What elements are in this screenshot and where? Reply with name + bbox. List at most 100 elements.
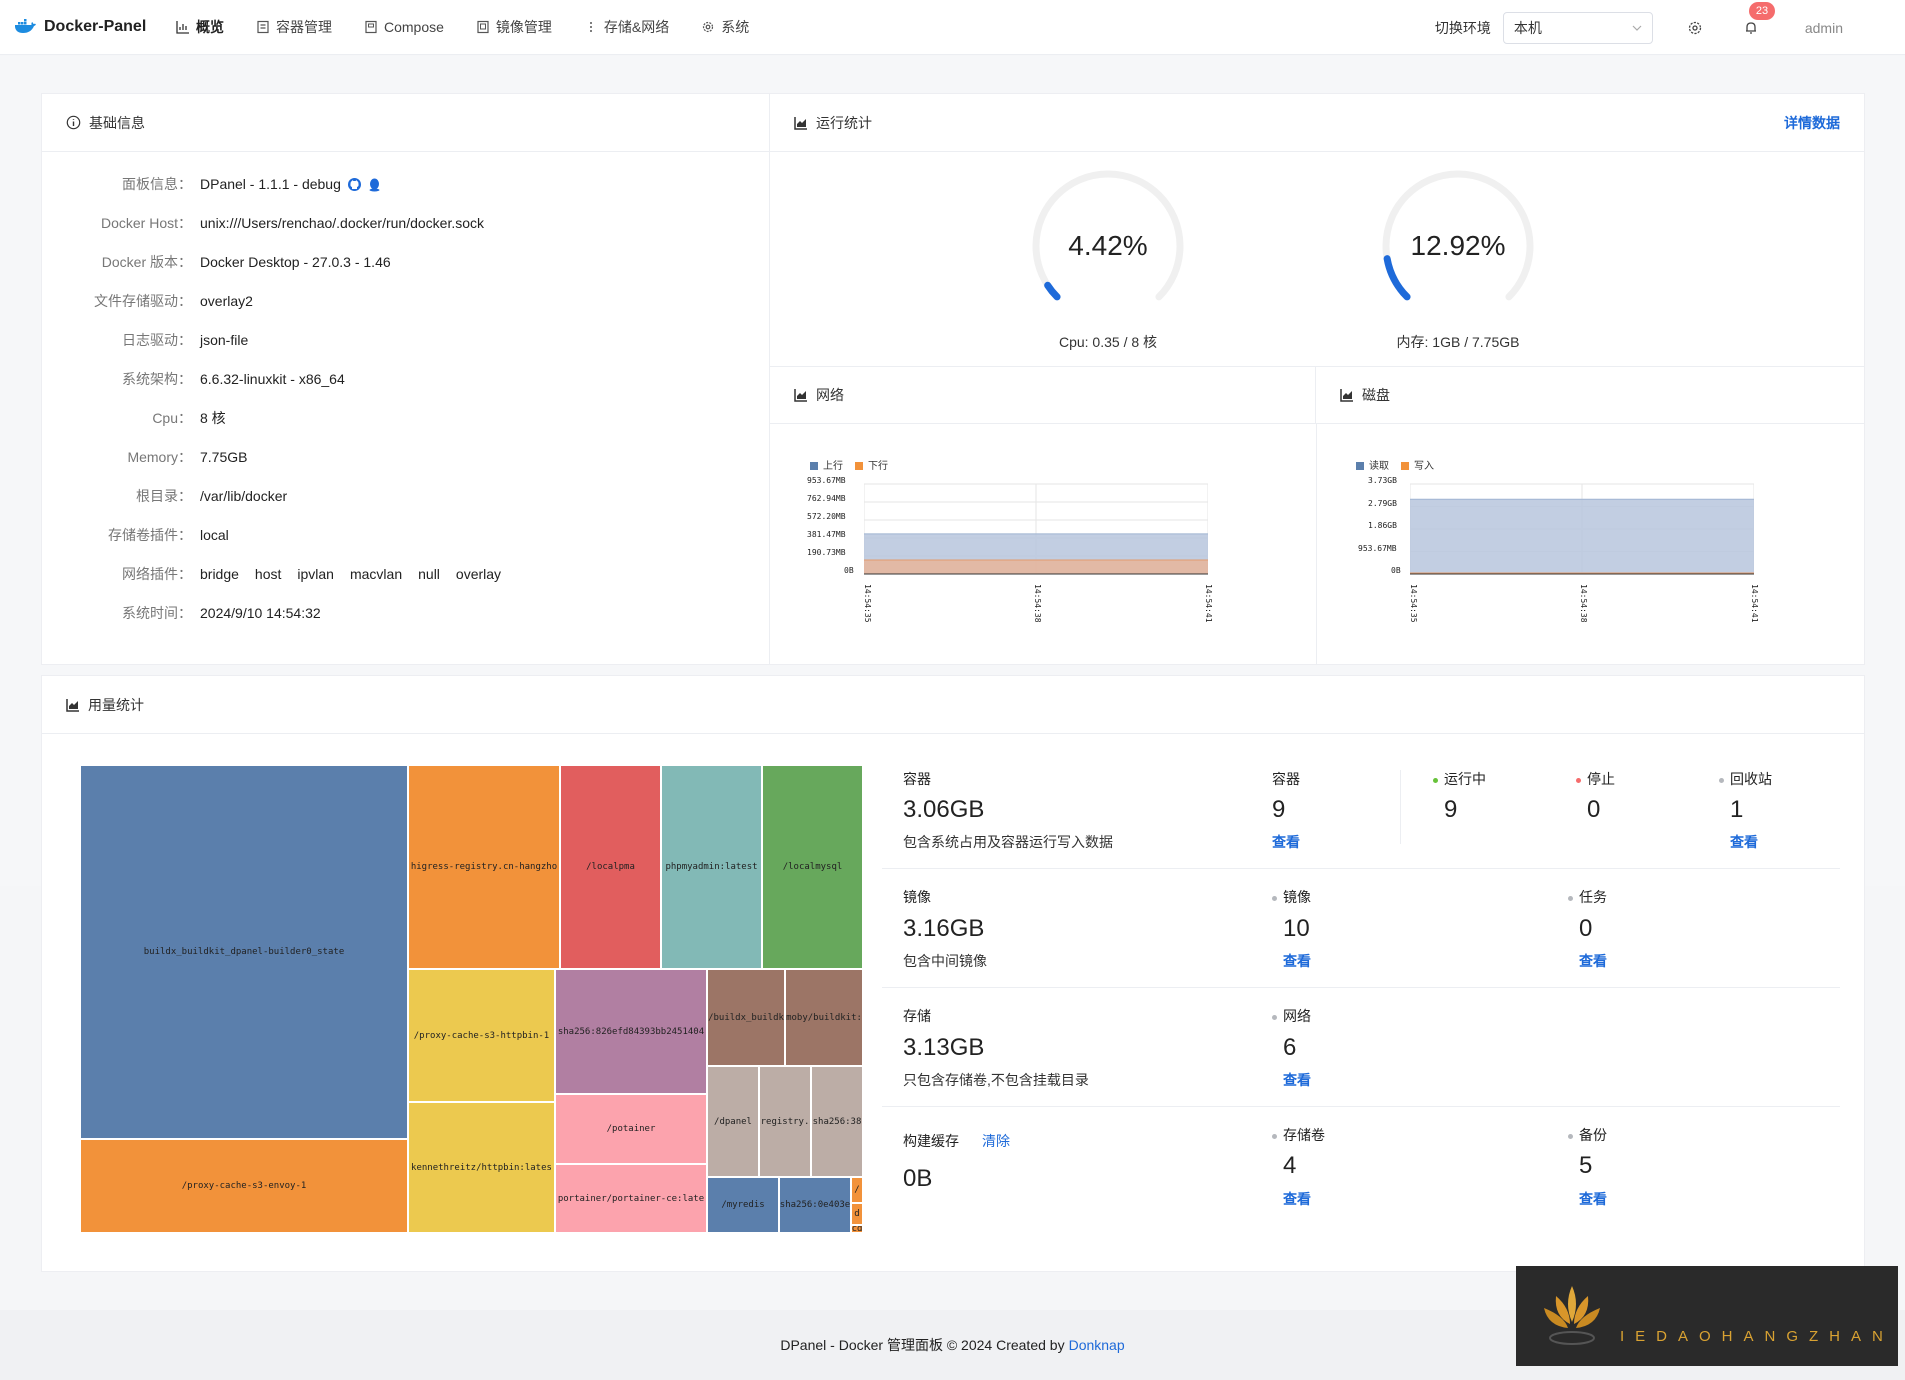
legend-label: 读取 bbox=[1369, 461, 1389, 472]
y-tick: 3.73GB bbox=[1368, 476, 1397, 485]
running-label: 运行中 bbox=[1433, 769, 1486, 789]
build-cache-label: 构建缓存 bbox=[903, 1133, 959, 1149]
chevron-down-icon bbox=[1632, 25, 1642, 31]
memory-caption: 内存: 1GB / 7.75GB bbox=[1396, 334, 1520, 350]
runtime-panel: 运行统计 详情数据 4.42% Cpu: 0.35 / 8 核 12.92% 内… bbox=[770, 94, 1864, 664]
treemap-cell[interactable]: higress-registry.cn-hangzho bbox=[408, 765, 560, 969]
env-select[interactable]: 本机 bbox=[1502, 11, 1653, 44]
x-tick: 14:54:41 bbox=[1750, 584, 1759, 623]
main-nav: 概览 容器管理 Compose 镜像管理 存储&网络 系统 bbox=[160, 0, 765, 55]
stopped-dot-icon bbox=[1576, 777, 1581, 783]
y-tick: 0B bbox=[1391, 566, 1401, 575]
treemap-cell-label: registry. bbox=[760, 1116, 810, 1127]
info-row-root-dir: 根目录： /var/lib/docker bbox=[42, 486, 287, 506]
storage-size-label: 存储 bbox=[903, 1008, 931, 1024]
treemap-cell[interactable]: moby/buildkit: bbox=[785, 969, 863, 1066]
treemap-cell[interactable]: sha256:0e403e bbox=[779, 1177, 851, 1233]
x-tick: 14:54:35 bbox=[863, 584, 872, 623]
backup-view-link[interactable]: 查看 bbox=[1579, 1191, 1607, 1207]
treemap-cell[interactable]: /potainer bbox=[555, 1094, 707, 1164]
network-count: 6 bbox=[1283, 1034, 1297, 1061]
user-menu[interactable]: admin bbox=[1804, 19, 1843, 36]
treemap-cell[interactable]: /myredis bbox=[707, 1177, 779, 1233]
brand[interactable]: Docker-Panel bbox=[0, 18, 160, 36]
treemap-cell-label: /localmysql bbox=[782, 862, 843, 872]
treemap-cell[interactable]: / bbox=[851, 1177, 863, 1203]
treemap-cell[interactable]: phpmyadmin:latest bbox=[661, 765, 762, 969]
treemap-cell[interactable]: kennethreitz/httpbin:lates bbox=[408, 1102, 555, 1233]
github-icon[interactable] bbox=[347, 177, 362, 192]
running-text: 运行中 bbox=[1444, 771, 1486, 787]
cpu-caption: Cpu: 0.35 / 8 核 bbox=[1058, 334, 1158, 350]
cpu-gauge bbox=[1032, 170, 1184, 301]
usage-treemap: buildx_buildkit_dpanel-builder0_state/pr… bbox=[80, 765, 863, 1233]
network-title: 网络 bbox=[816, 387, 844, 403]
volume-view-link[interactable]: 查看 bbox=[1283, 1191, 1311, 1207]
image-count: 10 bbox=[1283, 915, 1310, 942]
legend-swatch bbox=[810, 462, 818, 471]
info-value: unix:///Users/renchao/.docker/run/docker… bbox=[200, 215, 485, 231]
memory-gauge-track bbox=[1382, 170, 1534, 301]
nav-item-system[interactable]: 系统 bbox=[685, 0, 765, 55]
footer-author-link[interactable]: Donknap bbox=[1068, 1337, 1125, 1353]
treemap-cell[interactable]: sha256:826efd84393bb2451404 bbox=[555, 969, 707, 1094]
app-name: Docker-Panel bbox=[44, 18, 147, 35]
series-area bbox=[864, 560, 1208, 574]
network-plugin: bridge bbox=[200, 566, 239, 582]
treemap-cell[interactable]: /proxy-cache-s3-envoy-1 bbox=[80, 1139, 408, 1233]
image-view-link[interactable]: 查看 bbox=[1283, 953, 1311, 969]
treemap-cell[interactable]: /dpanel bbox=[707, 1066, 759, 1177]
qq-icon[interactable] bbox=[368, 177, 381, 192]
nav-item-images[interactable]: 镜像管理 bbox=[460, 0, 568, 55]
info-label: 存储卷插件： bbox=[108, 527, 192, 543]
chart-icon bbox=[66, 698, 79, 712]
volume-count-label: 存储卷 bbox=[1272, 1125, 1325, 1145]
cpu-percent: 4.42% bbox=[1068, 230, 1148, 261]
usage-title: 用量统计 bbox=[88, 696, 144, 713]
settings-button[interactable] bbox=[1681, 14, 1709, 42]
info-value: json-file bbox=[200, 332, 249, 348]
top-card: 基础信息 面板信息： DPanel - 1.1.1 - debug Docker… bbox=[41, 93, 1865, 665]
runtime-header: 运行统计 详情数据 bbox=[770, 94, 1864, 152]
network-plugin: null bbox=[418, 566, 440, 582]
treemap-cell[interactable]: /buildx_buildk bbox=[707, 969, 785, 1066]
divider bbox=[882, 868, 1840, 869]
detail-data-link[interactable]: 详情数据 bbox=[1784, 114, 1840, 131]
treemap-cell-label: /proxy-cache-s3-envoy-1 bbox=[181, 1181, 307, 1191]
treemap-cell[interactable]: /localmysql bbox=[762, 765, 863, 969]
image-size-desc: 包含中间镜像 bbox=[903, 953, 987, 969]
info-label: 系统架构： bbox=[122, 371, 192, 387]
nav-item-compose[interactable]: Compose bbox=[348, 0, 460, 55]
container-view-link[interactable]: 查看 bbox=[1272, 834, 1300, 850]
runtime-title: 运行统计 bbox=[816, 114, 872, 131]
clear-cache-button[interactable]: 清除 bbox=[982, 1133, 1010, 1149]
x-tick: 14:54:38 bbox=[1579, 584, 1588, 623]
treemap-cell-label: / bbox=[854, 1185, 860, 1195]
nav-item-overview[interactable]: 概览 bbox=[160, 0, 240, 55]
treemap-cell[interactable]: /proxy-cache-s3-httpbin-1 bbox=[408, 969, 555, 1102]
dot-icon bbox=[1272, 1133, 1277, 1139]
recycle-view-link[interactable]: 查看 bbox=[1730, 834, 1758, 850]
treemap-cell[interactable]: buildx_buildkit_dpanel-builder0_state bbox=[80, 765, 408, 1139]
stopped-count: 0 bbox=[1587, 796, 1601, 823]
treemap-cell[interactable]: cd bbox=[851, 1225, 863, 1233]
recycle-label: 回收站 bbox=[1719, 769, 1772, 789]
treemap-cell[interactable]: d bbox=[851, 1203, 863, 1225]
nav-item-containers[interactable]: 容器管理 bbox=[240, 0, 348, 55]
disk-title: 磁盘 bbox=[1362, 387, 1390, 403]
container-size-desc: 包含系统占用及容器运行写入数据 bbox=[903, 834, 1113, 850]
info-row-cpu: Cpu： 8 核 bbox=[42, 408, 225, 428]
nav-item-storage-network[interactable]: 存储&网络 bbox=[568, 0, 685, 55]
env-label: 切换环境 bbox=[1434, 19, 1491, 36]
notifications-button[interactable]: 23 bbox=[1737, 1, 1776, 42]
image-count-text: 镜像 bbox=[1283, 889, 1311, 905]
gear-icon bbox=[703, 21, 714, 33]
treemap-cell[interactable]: portainer/portainer-ce:late bbox=[555, 1164, 707, 1233]
task-view-link[interactable]: 查看 bbox=[1579, 953, 1607, 969]
info-label: 系统时间： bbox=[122, 605, 192, 621]
treemap-cell[interactable]: sha256:38 bbox=[811, 1066, 863, 1177]
treemap-cell[interactable]: registry. bbox=[759, 1066, 811, 1177]
network-plugin: host bbox=[254, 566, 282, 582]
network-view-link[interactable]: 查看 bbox=[1283, 1072, 1311, 1088]
treemap-cell[interactable]: /localpma bbox=[560, 765, 661, 969]
